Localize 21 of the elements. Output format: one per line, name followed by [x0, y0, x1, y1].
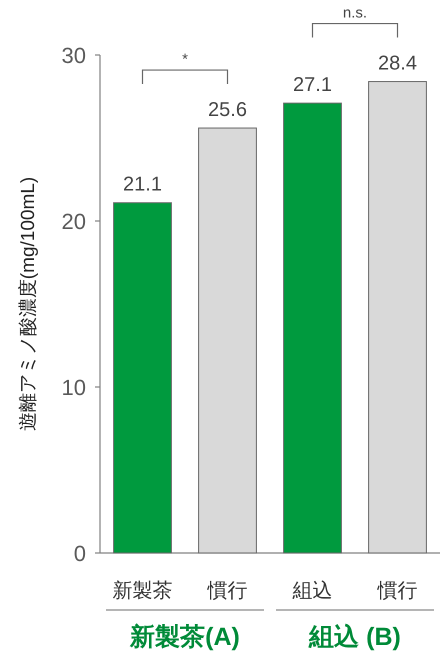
x-tick-label: 慣行	[206, 580, 248, 602]
text: n.s.	[342, 4, 368, 22]
y-tick-label: 20	[62, 209, 86, 234]
y-tick-label: 0	[74, 541, 86, 566]
data-label: 25.6	[208, 99, 247, 122]
bar	[113, 202, 172, 554]
annotation: *	[182, 51, 188, 68]
data-label: 21.1	[123, 174, 162, 196]
x-tick-label: 組込	[292, 580, 332, 602]
x-tick-label: 新製茶	[112, 580, 172, 602]
data-label: 28.4	[378, 52, 417, 75]
bar	[283, 102, 342, 554]
y-tick-label: 30	[62, 43, 86, 68]
text: 新製茶(A)	[129, 623, 240, 651]
y-axis-title: 遊離アミノ酸濃度(mg/100mL)	[17, 176, 39, 432]
data-label: 27.1	[293, 74, 332, 96]
bar	[198, 128, 257, 554]
y-tick-label: 10	[62, 375, 86, 400]
x-tick-label: 慣行	[376, 580, 418, 602]
bar	[368, 81, 427, 554]
text: 組込 (B)	[308, 623, 401, 651]
